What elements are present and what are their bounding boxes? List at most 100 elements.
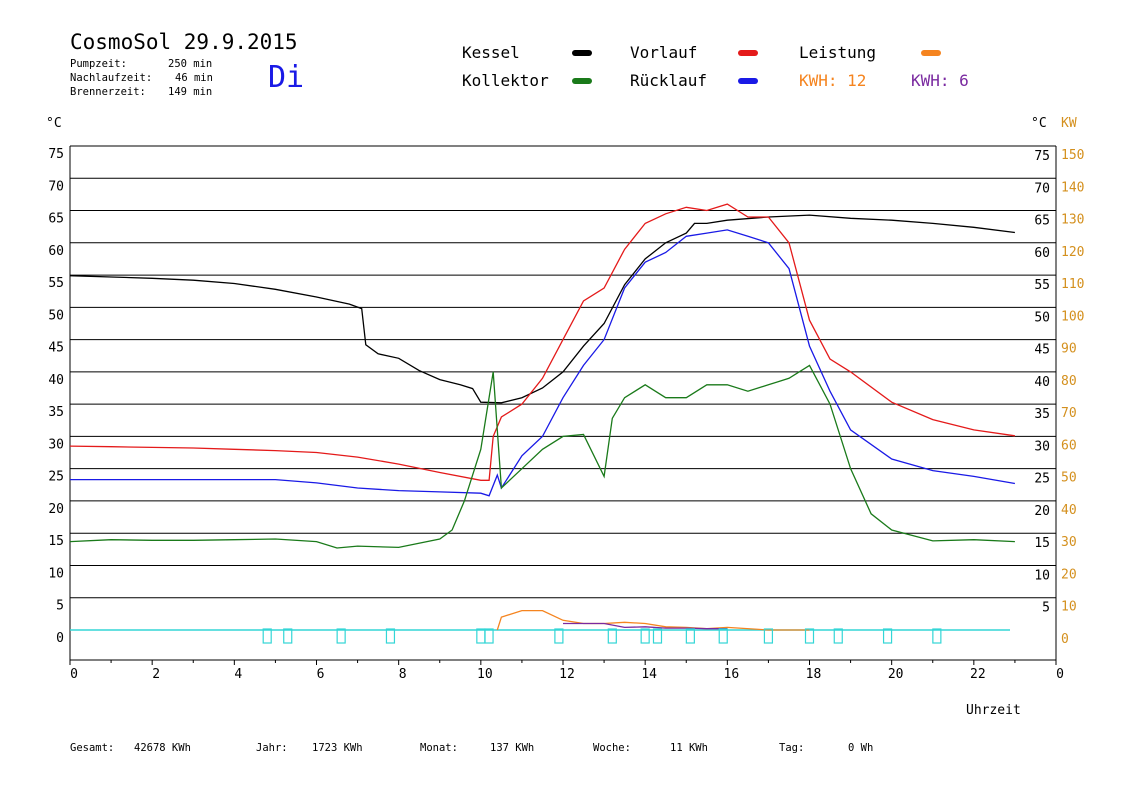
pump-marker: [718, 628, 728, 644]
footer-tag-label: Tag:: [779, 742, 805, 754]
y-tick-label-right: 45: [1034, 343, 1050, 358]
y-axis-left-unit: °C: [46, 116, 62, 131]
legend-ruecklauf-label: Rücklauf: [630, 71, 708, 90]
weekday-label: Di: [268, 60, 305, 95]
y-axis-right-unit: °C: [1031, 116, 1047, 131]
y-tick-label-left: 40: [48, 373, 64, 388]
x-tick-label: 4: [234, 667, 242, 682]
series-line-r-cklauf: [70, 229, 1016, 497]
x-tick-label: 8: [399, 667, 407, 682]
legend-kessel-label: Kessel: [462, 43, 520, 62]
y-tick-label-right-kw: 30: [1061, 535, 1077, 550]
x-tick-label: 10: [477, 667, 493, 682]
footer-gesamt-value: 42678 KWh: [134, 742, 191, 754]
x-tick-label: 0: [70, 667, 78, 682]
page-title: CosmoSol 29.9.2015: [70, 30, 298, 54]
pump-marker: [554, 628, 564, 644]
pump-marker: [385, 628, 396, 644]
footer-jahr-label: Jahr:: [256, 742, 288, 754]
y-tick-label-right: 30: [1034, 439, 1050, 454]
y-axis-right2-unit: KW: [1061, 116, 1077, 131]
legend-vorlauf-swatch: [738, 50, 758, 56]
y-tick-label-left: 25: [48, 470, 64, 485]
footer-woche-label: Woche:: [593, 742, 631, 754]
legend-kwh-a: KWH: 12: [799, 71, 867, 90]
series-line-kollektor: [69, 364, 1015, 549]
y-tick-label-right-kw: 70: [1061, 406, 1077, 421]
legend-kollektor-swatch: [572, 78, 592, 84]
y-tick-label-right-kw: 130: [1061, 213, 1084, 228]
pump-marker: [882, 628, 893, 644]
brennerzeit-label: Brennerzeit:: [70, 86, 146, 98]
x-tick-label: 12: [559, 667, 575, 682]
footer-monat-value: 137 KWh: [490, 742, 535, 754]
y-tick-label-right: 70: [1034, 181, 1050, 196]
x-tick-label: 20: [888, 667, 904, 682]
y-tick-label-left: 50: [48, 308, 64, 323]
y-tick-label-right: 65: [1034, 214, 1050, 229]
y-tick-label-left: 10: [48, 566, 64, 581]
y-tick-label-right-kw: 10: [1061, 600, 1077, 615]
legend-leistung-swatch: [921, 50, 941, 56]
footer-woche-value: 11 KWh: [670, 742, 708, 754]
footer-tag-value: 0 Wh: [848, 742, 874, 754]
x-tick-label: 14: [641, 667, 657, 682]
legend-kwh-b: KWH: 6: [911, 71, 969, 90]
series-line-kwh-6: [563, 622, 728, 630]
pumpzeit-label: Pumpzeit:: [70, 58, 127, 70]
pump-marker: [685, 628, 695, 644]
y-tick-label-right-kw: 40: [1061, 503, 1077, 518]
y-tick-label-left: 45: [48, 341, 64, 356]
y-tick-label-left: 15: [48, 534, 64, 549]
x-tick-label: 0: [1056, 667, 1064, 682]
y-tick-label-right-kw: 50: [1061, 471, 1077, 486]
pumpzeit-value: 250 min: [168, 58, 213, 70]
y-tick-label-right-kw: 150: [1061, 148, 1084, 163]
footer-jahr-value: 1723 KWh: [312, 742, 363, 754]
x-tick-label: 6: [317, 667, 325, 682]
y-tick-label-left: 30: [48, 437, 64, 452]
y-tick-label-left: 20: [48, 502, 64, 517]
nachlaufzeit-label: Nachlaufzeit:: [70, 72, 153, 84]
y-tick-label-right: 10: [1034, 568, 1050, 583]
pump-marker: [336, 628, 346, 644]
y-tick-label-left: 70: [48, 179, 64, 194]
y-tick-label-left: 60: [48, 244, 64, 259]
pump-marker: [262, 628, 272, 644]
x-tick-label: 18: [806, 667, 822, 682]
y-tick-label-right: 60: [1034, 246, 1050, 261]
footer-gesamt-label: Gesamt:: [70, 742, 115, 754]
y-tick-label-right: 75: [1034, 149, 1050, 164]
y-tick-label-right: 25: [1034, 472, 1050, 487]
y-tick-label-right-kw: 60: [1061, 438, 1077, 453]
nachlaufzeit-value: 46 min: [175, 72, 213, 84]
y-tick-label-right: 35: [1034, 407, 1050, 422]
footer-monat-label: Monat:: [420, 742, 458, 754]
x-axis-label: Uhrzeit: [966, 703, 1021, 718]
y-tick-label-right-kw: 80: [1061, 374, 1077, 389]
legend-kessel-swatch: [572, 50, 592, 56]
y-tick-label-right-kw: 120: [1061, 245, 1084, 260]
pump-marker: [763, 628, 774, 644]
y-tick-label-right: 50: [1034, 310, 1050, 325]
pump-marker: [833, 628, 843, 644]
y-tick-label-right: 5: [1042, 601, 1050, 616]
pump-marker: [607, 628, 617, 644]
y-tick-label-right-kw: 140: [1061, 180, 1084, 195]
y-tick-label-right: 55: [1034, 278, 1050, 293]
pump-marker: [932, 628, 942, 644]
legend-leistung-label: Leistung: [799, 43, 877, 62]
pump-marker: [476, 628, 486, 644]
legend-ruecklauf-swatch: [738, 78, 758, 84]
pump-marker: [283, 628, 293, 644]
series-line-vorlauf: [69, 203, 1015, 481]
y-tick-label-right-kw: 100: [1061, 309, 1084, 324]
y-tick-label-right-kw: 0: [1061, 632, 1069, 647]
pump-marker: [484, 628, 494, 644]
legend-vorlauf-label: Vorlauf: [630, 43, 698, 62]
pump-marker: [640, 628, 650, 644]
legend-kollektor-label: Kollektor: [462, 71, 549, 90]
y-tick-label-left: 65: [48, 212, 64, 227]
y-tick-label-left: 75: [48, 147, 64, 162]
